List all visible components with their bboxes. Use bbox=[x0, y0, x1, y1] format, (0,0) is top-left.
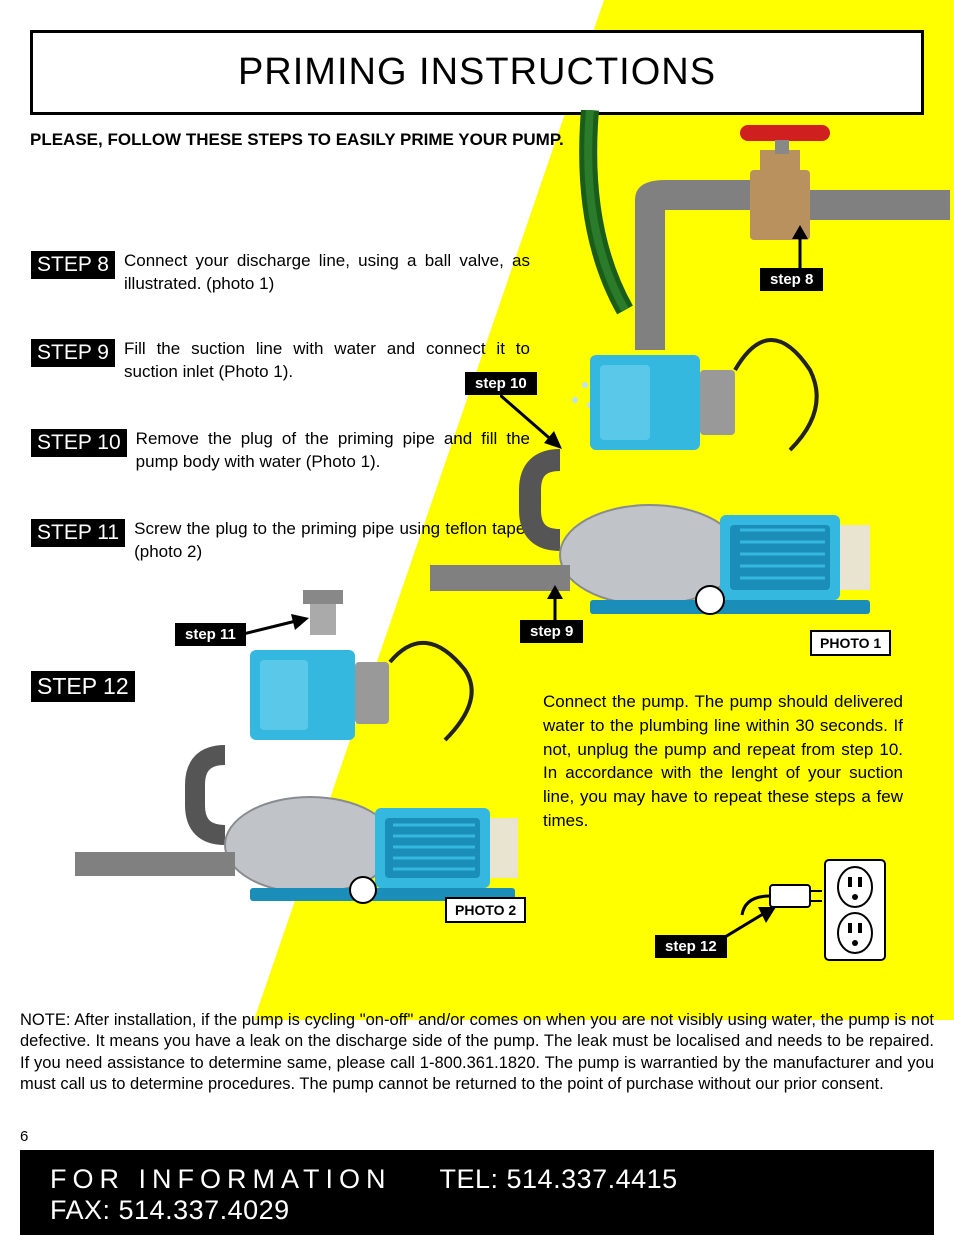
callout-step-12: step 12 bbox=[655, 935, 727, 958]
photo-2-label: PHOTO 2 bbox=[445, 897, 526, 923]
footer-fax: FAX: 514.337.4029 bbox=[50, 1195, 290, 1226]
arrow-step11 bbox=[235, 614, 315, 644]
callout-step-11: step 11 bbox=[175, 623, 246, 646]
footer-bar: FOR INFORMATION TEL: 514.337.4415 FAX: 5… bbox=[20, 1150, 934, 1235]
callout-step-8: step 8 bbox=[760, 268, 823, 291]
arrow-step10 bbox=[500, 395, 570, 455]
page-number: 6 bbox=[20, 1128, 28, 1145]
pump-photo-2-illustration bbox=[75, 590, 535, 950]
footer-tel: TEL: 514.337.4415 bbox=[440, 1164, 678, 1195]
callout-step-10: step 10 bbox=[465, 372, 537, 395]
arrow-step9 bbox=[540, 585, 570, 625]
arrow-step12 bbox=[720, 905, 780, 940]
step-12-text: Connect the pump. The pump should delive… bbox=[543, 690, 903, 833]
step-11-label: STEP 11 bbox=[30, 518, 126, 548]
callout-step-9: step 9 bbox=[520, 620, 583, 643]
page-title: PRIMING INSTRUCTIONS bbox=[33, 51, 921, 94]
step-9-label: STEP 9 bbox=[30, 338, 116, 368]
title-box: PRIMING INSTRUCTIONS bbox=[30, 30, 924, 115]
note-text: NOTE: After installation, if the pump is… bbox=[20, 1010, 934, 1096]
step-8-label: STEP 8 bbox=[30, 250, 116, 280]
photo-1-label: PHOTO 1 bbox=[810, 630, 891, 656]
arrow-step8 bbox=[785, 225, 815, 270]
footer-info-label: FOR INFORMATION bbox=[50, 1164, 391, 1195]
step-10-label: STEP 10 bbox=[30, 428, 128, 458]
